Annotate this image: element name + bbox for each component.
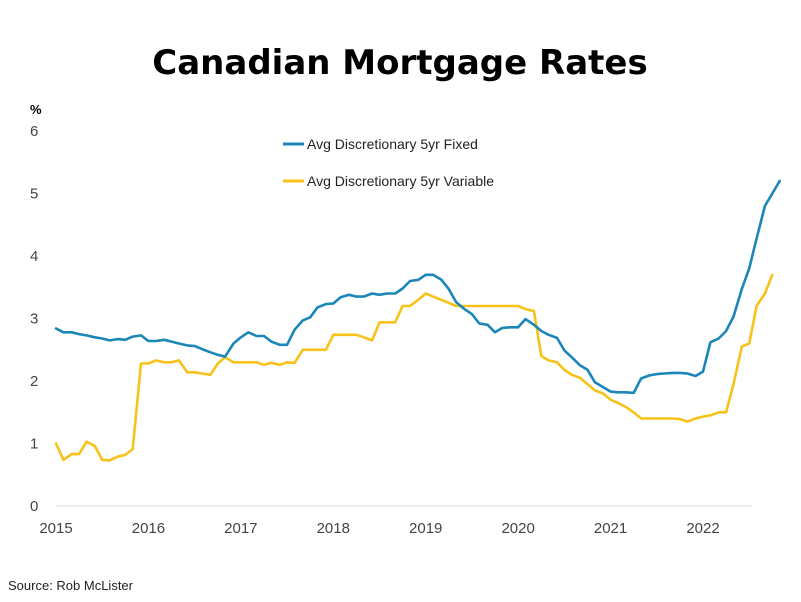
y-axis-unit: % [30,102,42,117]
chart-title: Canadian Mortgage Rates [152,43,647,83]
y-tick-label: 4 [30,248,38,265]
x-tick-label: 2018 [317,520,350,537]
legend: Avg Discretionary 5yr Fixed Avg Discreti… [283,136,494,189]
series-line-variable [54,273,774,462]
x-axis-ticks: 2015 2016 2017 2018 2019 2020 2021 2022 [39,520,719,537]
y-tick-label: 3 [30,311,38,328]
y-tick-label: 1 [30,436,38,453]
legend-label-variable: Avg Discretionary 5yr Variable [307,173,494,189]
y-axis-ticks: 0 1 2 3 4 5 6 [30,123,38,515]
x-tick-label: 2015 [39,520,72,537]
x-tick-label: 2021 [594,520,627,537]
x-tick-label: 2020 [501,520,534,537]
y-tick-label: 5 [30,186,38,203]
x-tick-label: 2019 [409,520,442,537]
x-tick-label: 2016 [132,520,165,537]
source-note: Source: Rob McLister [8,578,134,593]
x-tick-label: 2022 [686,520,719,537]
series-line-fixed [54,179,782,395]
y-tick-label: 0 [30,498,38,515]
x-tick-label: 2017 [224,520,257,537]
y-tick-label: 2 [30,373,38,390]
series-layer [54,179,782,462]
legend-label-fixed: Avg Discretionary 5yr Fixed [307,136,478,152]
y-tick-label: 6 [30,123,38,140]
